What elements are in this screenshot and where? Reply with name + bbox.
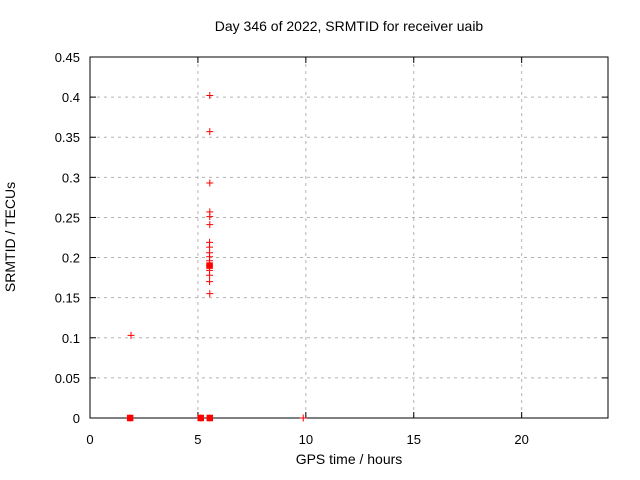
x-tick-label: 10 [299,432,313,447]
data-point [206,92,214,100]
data-point [206,271,214,279]
points-layer [126,92,307,422]
y-tick-label: 0.45 [55,50,80,65]
data-point [206,221,214,229]
data-point [206,128,214,136]
data-point [197,414,205,422]
data-point [206,179,214,187]
x-tick-label: 0 [86,432,93,447]
y-tick-label: 0.25 [55,210,80,225]
y-tick-label: 0.4 [62,90,80,105]
x-tick-label: 20 [514,432,528,447]
y-tick-label: 0.05 [55,371,80,386]
y-axis-label: SRMTID / TECUs [2,182,18,292]
y-tick-label: 0.35 [55,130,80,145]
y-tick-label: 0.2 [62,251,80,266]
data-point [206,213,214,221]
y-tick-label: 0.1 [62,331,80,346]
data-point [206,290,214,298]
data-point [206,278,214,286]
x-axis-label: GPS time / hours [296,451,403,467]
grid-layer [90,57,608,418]
y-tick-label: 0 [73,411,80,426]
x-tick-label: 5 [194,432,201,447]
data-point [127,331,135,339]
data-point [126,414,134,422]
tick-layer: 0 5 10 15 20 0 0.05 0.1 0.15 0.2 0.25 0.3 0.35 0.4 0.4… [55,50,608,447]
data-point [299,414,307,422]
plot-border [89,56,609,419]
y-tick-label: 0.3 [62,170,80,185]
y-tick-label: 0.15 [55,291,80,306]
data-point [206,414,214,422]
x-tick-label: 15 [407,432,421,447]
chart-title: Day 346 of 2022, SRMTID for receiver uai… [215,18,484,34]
